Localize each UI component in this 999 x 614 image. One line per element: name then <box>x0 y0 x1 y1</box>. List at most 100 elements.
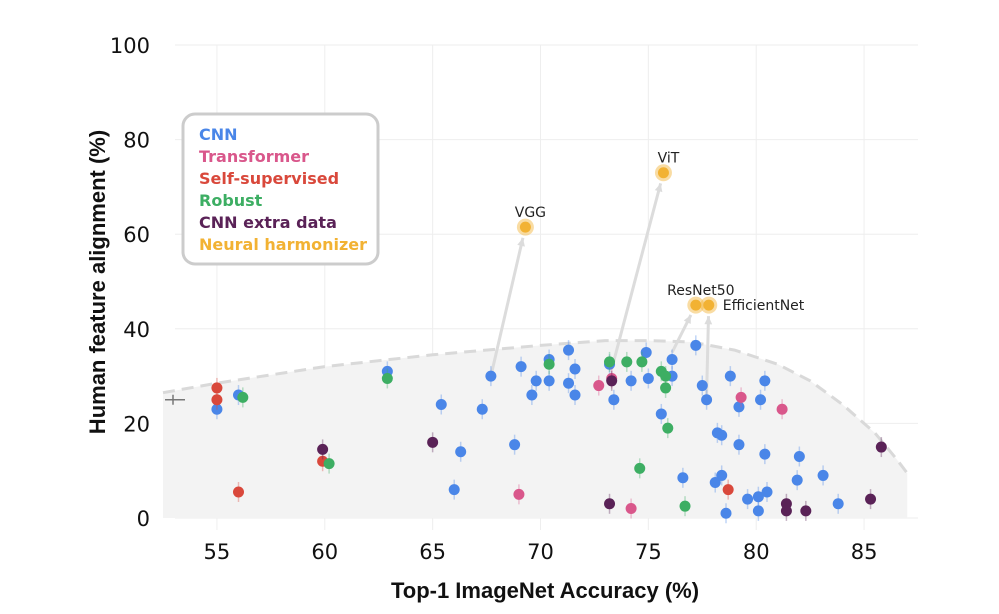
legend: CNN Transformer Self-supervised Robust CNN e… <box>181 112 380 266</box>
point-cnn <box>733 439 745 451</box>
x-axis-title: Top-1 ImageNet Accuracy (%) <box>391 578 699 603</box>
point-cnn <box>655 408 667 420</box>
legend-item-cnn: CNN <box>199 125 238 144</box>
point-cnn_extra <box>875 441 887 453</box>
x-tick-label: 55 <box>204 540 231 564</box>
y-tick-label: 20 <box>123 412 150 436</box>
arrow-head <box>704 316 713 325</box>
y-tick-label: 80 <box>123 129 150 153</box>
point-cnn <box>476 403 488 415</box>
legend-item-harmonizer: Neural harmonizer <box>199 235 367 254</box>
point-cnn <box>666 354 678 366</box>
point-cnn <box>509 439 521 451</box>
point-cnn <box>716 469 728 481</box>
point-robust <box>621 356 633 368</box>
point-harmonizer <box>703 299 715 311</box>
point-transformer <box>735 391 747 403</box>
point-cnn <box>724 370 736 382</box>
point-cnn <box>563 344 575 356</box>
y-tick-label: 100 <box>110 34 150 58</box>
point-cnn <box>817 469 829 481</box>
point-self_supervised <box>211 382 223 394</box>
point-cnn <box>720 507 732 519</box>
point-harmonizer <box>519 221 531 233</box>
point-cnn <box>791 474 803 486</box>
point-cnn_extra <box>865 493 877 505</box>
y-tick-label: 40 <box>123 318 150 342</box>
point-cnn <box>448 484 460 496</box>
left-axis-marker <box>165 394 185 405</box>
x-tick-label: 65 <box>419 540 446 564</box>
annotation-label: ViT <box>658 151 680 167</box>
arrow-head <box>517 237 525 247</box>
point-cnn <box>733 401 745 413</box>
y-axis-title: Human feature alignment (%) <box>85 130 110 434</box>
point-cnn <box>690 339 702 351</box>
point-robust <box>237 391 249 403</box>
harmonizer-arrows <box>489 182 713 396</box>
x-axis-ticks: 55 60 65 70 75 80 85 <box>204 540 878 564</box>
point-robust <box>660 370 672 382</box>
point-cnn <box>515 361 527 373</box>
point-self_supervised <box>722 484 734 496</box>
point-cnn_extra <box>606 375 618 387</box>
point-harmonizer <box>690 299 702 311</box>
point-robust <box>381 372 393 384</box>
pareto-frontier-region <box>163 340 908 518</box>
point-cnn <box>742 493 754 505</box>
point-transformer <box>513 488 525 500</box>
point-cnn <box>543 375 555 387</box>
arrow-head <box>683 314 691 324</box>
point-robust <box>543 358 555 370</box>
point-robust <box>323 458 335 470</box>
arrow-shaft <box>489 237 525 377</box>
point-cnn <box>709 477 721 489</box>
point-robust <box>604 356 616 368</box>
point-robust <box>662 422 674 434</box>
point-cnn_extra <box>427 436 439 448</box>
point-cnn <box>455 446 467 458</box>
x-tick-label: 85 <box>851 540 878 564</box>
point-transformer <box>776 403 788 415</box>
legend-items: CNN Transformer Self-supervised Robust CNN e… <box>199 125 367 254</box>
legend-box <box>181 112 380 266</box>
point-cnn <box>755 394 767 406</box>
point-cnn <box>569 363 581 375</box>
y-axis-ticks: 0 20 40 60 80 100 <box>110 34 150 531</box>
point-cnn <box>563 377 575 389</box>
point-transformer <box>625 503 637 515</box>
point-robust <box>679 500 691 512</box>
annotation-label: EfficientNet <box>723 298 805 314</box>
point-robust <box>660 382 672 394</box>
y-tick-label: 0 <box>137 507 150 531</box>
point-cnn <box>701 394 713 406</box>
point-cnn_extra <box>800 505 812 517</box>
point-cnn <box>677 472 689 484</box>
legend-item-transformer: Transformer <box>199 147 309 166</box>
x-tick-label: 70 <box>527 540 554 564</box>
point-cnn_extra <box>604 498 616 510</box>
pareto-frontier-line <box>162 339 909 475</box>
point-cnn <box>640 346 652 358</box>
point-cnn <box>625 375 637 387</box>
point-cnn <box>435 398 447 410</box>
annotation-label: VGG <box>515 205 546 221</box>
point-transformer <box>593 380 605 392</box>
point-cnn <box>832 498 844 510</box>
point-cnn_extra <box>780 505 792 517</box>
point-self_supervised <box>233 486 244 498</box>
annotation-label: ResNet50 <box>667 283 734 299</box>
point-robust <box>634 462 646 474</box>
point-cnn <box>642 372 654 384</box>
x-tick-label: 75 <box>635 540 662 564</box>
legend-item-cnn_extra: CNN extra data <box>199 213 337 232</box>
point-cnn <box>211 403 223 415</box>
legend-item-robust: Robust <box>199 191 263 210</box>
x-tick-label: 60 <box>311 540 338 564</box>
point-cnn <box>793 451 805 463</box>
point-cnn <box>526 389 538 401</box>
point-cnn <box>569 389 581 401</box>
data-points <box>211 164 887 524</box>
